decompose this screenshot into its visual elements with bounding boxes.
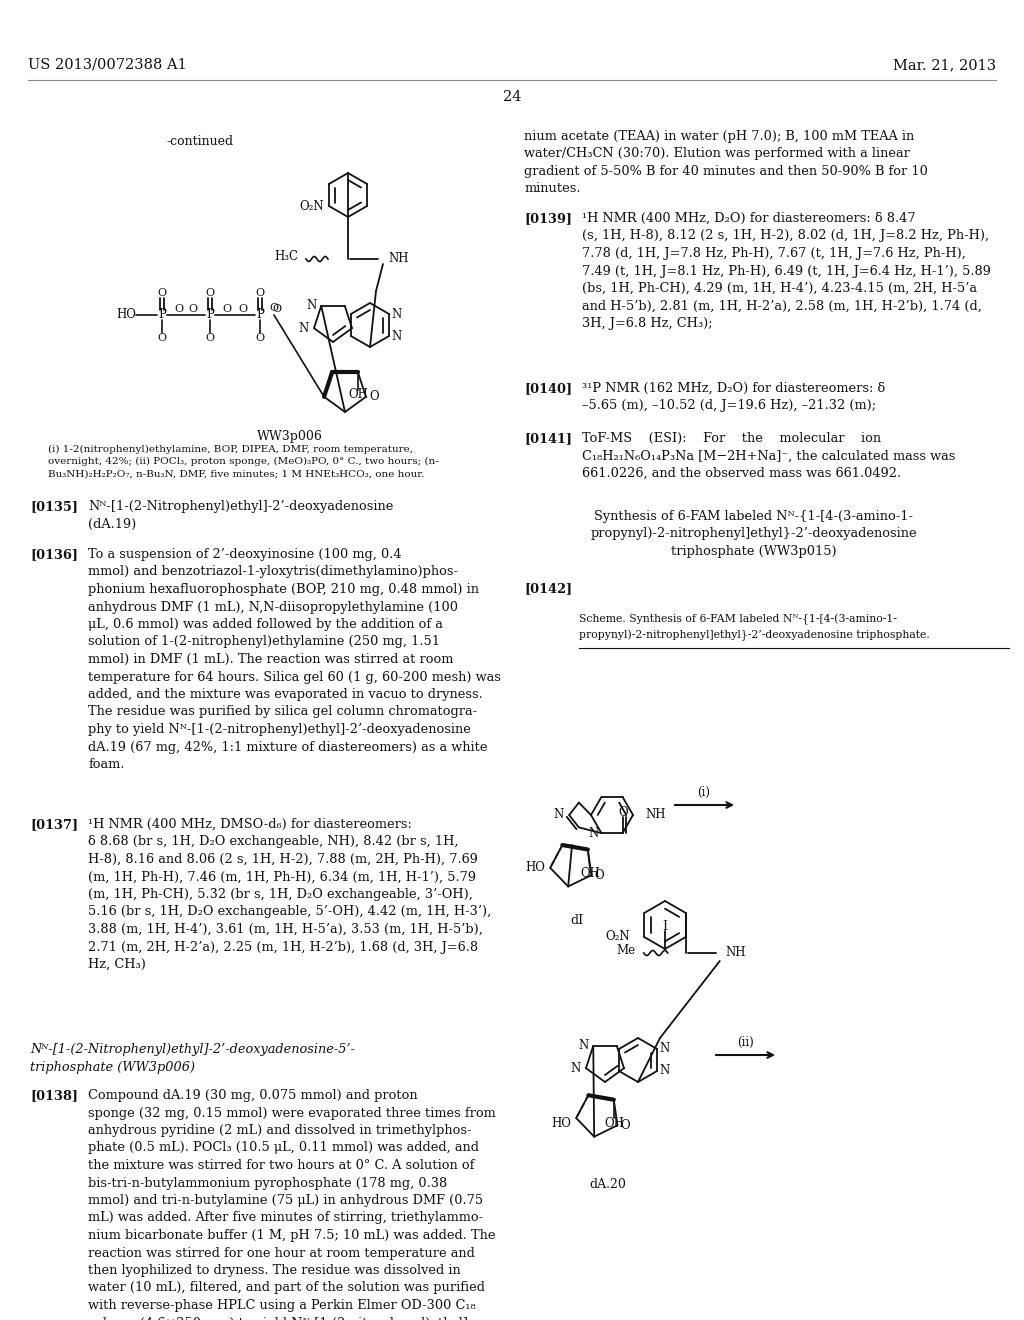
Text: HO: HO [525,862,545,874]
Text: dA.20: dA.20 [590,1179,627,1192]
Text: P: P [206,309,214,322]
Text: [0136]: [0136] [30,548,78,561]
Text: N: N [299,322,309,335]
Text: NH: NH [645,808,666,821]
Text: [0137]: [0137] [30,818,78,832]
Text: N: N [570,1061,581,1074]
Text: O: O [269,304,279,313]
Text: N: N [658,1043,669,1056]
Text: ToF-MS    (ESI):    For    the    molecular    ion
C₁₈H₂₁N₆O₁₄P₃Na [M−2H+Na]⁻, t: ToF-MS (ESI): For the molecular ion C₁₈H… [582,432,955,480]
Text: Scheme. Synthesis of 6-FAM labeled Nᴺ-{1-[4-(3-amino-1-
propynyl)-2-nitrophenyl]: Scheme. Synthesis of 6-FAM labeled Nᴺ-{1… [579,614,930,640]
Text: O: O [255,288,264,298]
Text: [0138]: [0138] [30,1089,78,1102]
Text: O: O [158,288,167,298]
Text: US 2013/0072388 A1: US 2013/0072388 A1 [28,58,186,73]
Text: [0141]: [0141] [524,432,572,445]
Text: O: O [272,304,282,314]
Text: WW3p006: WW3p006 [257,430,323,444]
Text: HO: HO [116,309,136,322]
Text: O: O [206,288,215,298]
Text: O₂N: O₂N [299,199,324,213]
Text: O: O [595,869,604,882]
Text: [0142]: [0142] [524,582,572,595]
Text: I: I [663,920,668,932]
Text: P: P [158,309,166,322]
Text: O₂N: O₂N [605,931,630,944]
Text: Nᴺ-[1-(2-Nitrophenyl)ethyl]-2’-deoxyadenosine-5’-
triphosphate (WW3p006): Nᴺ-[1-(2-Nitrophenyl)ethyl]-2’-deoxyaden… [30,1043,355,1073]
Text: O: O [618,805,629,818]
Text: OH: OH [604,1117,624,1130]
Text: O: O [188,304,198,314]
Text: Synthesis of 6-FAM labeled Nᴺ-{1-[4-(3-amino-1-
propynyl)-2-nitrophenyl]ethyl}-2: Synthesis of 6-FAM labeled Nᴺ-{1-[4-(3-a… [591,510,918,558]
Text: O: O [621,1119,630,1131]
Text: O: O [158,333,167,343]
Text: dI: dI [570,913,584,927]
Text: [0140]: [0140] [524,381,572,395]
Text: (ii): (ii) [736,1035,754,1048]
Text: N: N [588,826,598,840]
Text: ³¹P NMR (162 MHz, D₂O) for diastereomers: δ
–5.65 (m), –10.52 (d, J=19.6 Hz), –2: ³¹P NMR (162 MHz, D₂O) for diastereomers… [582,381,886,412]
Text: NH: NH [388,252,409,265]
Text: Mar. 21, 2013: Mar. 21, 2013 [893,58,996,73]
Text: Compound dA.19 (30 mg, 0.075 mmol) and proton
sponge (32 mg, 0.15 mmol) were eva: Compound dA.19 (30 mg, 0.075 mmol) and p… [88,1089,496,1320]
Text: H₃C: H₃C [274,251,298,264]
Text: O: O [222,304,231,314]
Text: N: N [391,308,401,321]
Text: -continued: -continued [167,135,233,148]
Text: O: O [206,333,215,343]
Text: O: O [174,304,183,314]
Text: N: N [578,1039,588,1052]
Text: Me: Me [616,945,636,957]
Text: [0139]: [0139] [524,213,572,224]
Text: OH: OH [580,867,600,880]
Text: OH: OH [348,388,368,401]
Text: O: O [369,391,379,404]
Text: N: N [554,808,564,821]
Text: [0135]: [0135] [30,500,78,513]
Text: N: N [391,330,401,342]
Text: P: P [256,309,264,322]
Text: Nᴺ-[1-(2-Nitrophenyl)ethyl]-2’-deoxyadenosine
(dA.19): Nᴺ-[1-(2-Nitrophenyl)ethyl]-2’-deoxyaden… [88,500,393,531]
Text: N: N [658,1064,669,1077]
Text: O: O [239,304,248,314]
Text: O: O [255,333,264,343]
Text: N: N [306,300,316,313]
Text: (i) 1-2(nitrophenyl)ethylamine, BOP, DIPEA, DMF, room temperature,
overnight, 42: (i) 1-2(nitrophenyl)ethylamine, BOP, DIP… [48,445,438,479]
Text: nium acetate (TEAA) in water (pH 7.0); B, 100 mM TEAA in
water/CH₃CN (30:70). El: nium acetate (TEAA) in water (pH 7.0); B… [524,129,928,195]
Text: ¹H NMR (400 MHz, D₂O) for diastereomers: δ 8.47
(s, 1H, H-8), 8.12 (2 s, 1H, H-2: ¹H NMR (400 MHz, D₂O) for diastereomers:… [582,213,991,330]
Text: NH: NH [726,946,746,960]
Text: 24: 24 [503,90,521,104]
Text: (i): (i) [697,785,711,799]
Text: ¹H NMR (400 MHz, DMSO-d₆) for diastereomers:
δ 8.68 (br s, 1H, D₂O exchangeable,: ¹H NMR (400 MHz, DMSO-d₆) for diastereom… [88,818,492,972]
Text: To a suspension of 2’-deoxyinosine (100 mg, 0.4
mmol) and benzotriazol-1-yloxytr: To a suspension of 2’-deoxyinosine (100 … [88,548,501,771]
Text: HO: HO [551,1117,571,1130]
